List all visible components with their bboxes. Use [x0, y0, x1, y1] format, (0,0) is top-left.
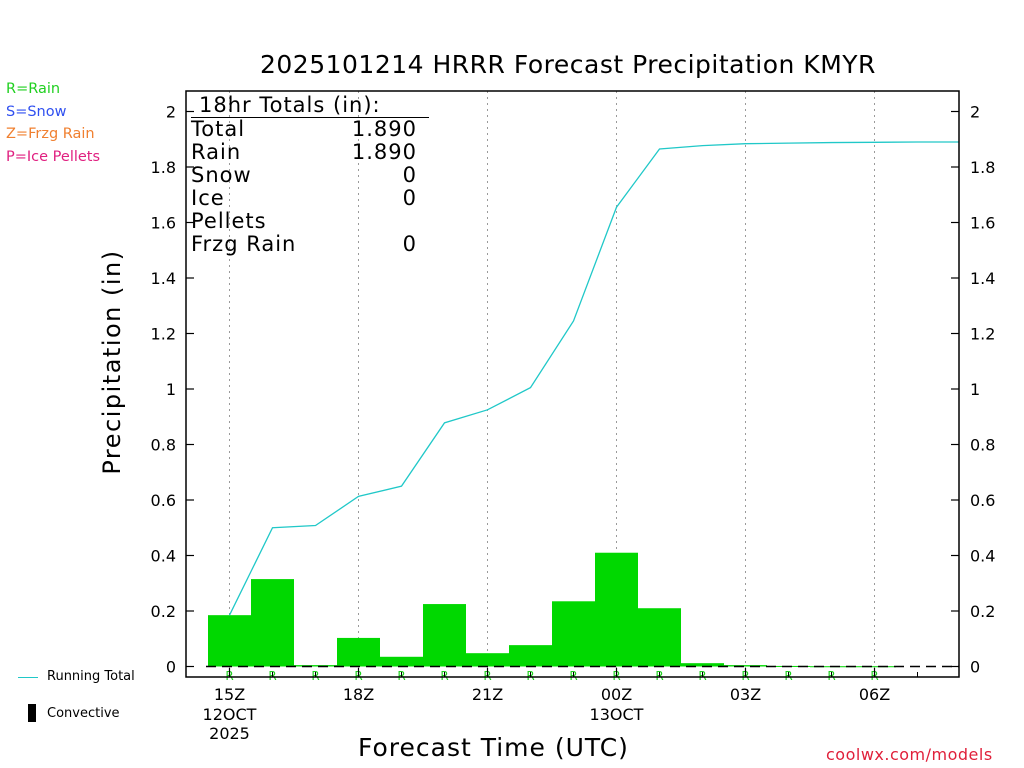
y-tick-label: 0.2 [151, 602, 176, 621]
legend-freezing-rain: Z=Frzg Rain [6, 126, 95, 142]
y-tick-label-right: 0.8 [970, 436, 995, 455]
x-tick-sublabel: 2025 [209, 724, 250, 743]
x-tick-label: 21Z [472, 685, 503, 704]
convective-legend-icon [28, 704, 36, 722]
legend-convective: Convective [47, 706, 120, 721]
y-tick-label-right: 0.2 [970, 602, 995, 621]
y-tick-label-right: 0.6 [970, 491, 995, 510]
site-credit: coolwx.com/models [826, 745, 993, 764]
running-total-line [228, 141, 918, 616]
y-tick-label-right: 1 [970, 380, 980, 399]
bar [681, 663, 724, 667]
running-total-legend-line-icon [18, 677, 38, 678]
totals-label: Ice Pellets [191, 186, 267, 233]
bar [466, 653, 509, 667]
chart-title: 2025101214 HRRR Forecast Precipitation K… [260, 50, 876, 79]
totals-label: Frzg Rain [191, 232, 297, 256]
y-tick-label-right: 1.2 [970, 325, 995, 344]
totals-row-total: Total 1.890 [191, 118, 423, 141]
totals-row-ice-pellets: Ice Pellets 0 [191, 187, 423, 233]
totals-label: Rain [191, 140, 242, 164]
y-tick-label-right: 1.4 [970, 269, 995, 288]
totals-value: 0 [402, 232, 417, 256]
totals-value: 1.890 [351, 140, 417, 164]
legend-rain: R=Rain [6, 81, 61, 97]
totals-row-snow: Snow 0 [191, 164, 423, 187]
bar [423, 604, 466, 667]
x-tick-sublabel: 12OCT [203, 705, 257, 724]
y-tick-label: 1.8 [151, 158, 176, 177]
totals-row-freezing-rain: Frzg Rain 0 [191, 233, 423, 256]
axes: 0 00.2 0.20.4 0.40.6 0.60.8 0.81 11.2 1.21.4 1.4… [151, 90, 995, 743]
precip-type-markers: RRRRRRRRRRRRRRRR [225, 669, 878, 683]
bar [208, 615, 251, 667]
running-total-line-group [228, 141, 959, 616]
x-tick-sublabel: 13OCT [590, 705, 644, 724]
y-tick-label-right: 2 [970, 103, 980, 122]
bar [251, 579, 294, 667]
totals-value: 0 [402, 186, 417, 210]
totals-row-rain: Rain 1.890 [191, 141, 423, 164]
y-tick-label-right: 1.8 [970, 158, 995, 177]
y-tick-label: 1 [166, 380, 176, 399]
y-tick-label-right: 0.4 [970, 547, 995, 566]
hourly-bars [206, 552, 959, 668]
bar [724, 665, 767, 667]
totals-value: 1.890 [351, 117, 417, 141]
y-axis-label: Precipitation (in) [98, 249, 126, 475]
legend-running-total: Running Total [47, 669, 135, 684]
y-tick-label-right: 1.6 [970, 214, 995, 233]
totals-header: 18hr Totals (in): [191, 93, 429, 118]
y-tick-label: 1.4 [151, 269, 176, 288]
y-tick-label: 1.6 [151, 214, 176, 233]
y-tick-label: 0.8 [151, 436, 176, 455]
bar [294, 665, 337, 667]
y-tick-label-right: 0 [970, 658, 980, 677]
totals-label: Total [191, 117, 246, 141]
totals-label: Snow [191, 163, 252, 187]
bar [337, 637, 380, 667]
x-tick-label: 18Z [343, 685, 374, 704]
y-tick-label: 0.4 [151, 547, 176, 566]
bar [509, 645, 552, 667]
x-tick-label: 06Z [859, 685, 890, 704]
totals-box: 18hr Totals (in): Total 1.890 Rain 1.890… [191, 93, 429, 256]
x-tick-label: 00Z [601, 685, 632, 704]
x-tick-label: 03Z [730, 685, 761, 704]
x-axis-label: Forecast Time (UTC) [358, 733, 629, 762]
x-tick-label: 15Z [214, 685, 245, 704]
plot-frame [185, 90, 960, 678]
bar [552, 601, 595, 667]
totals-value: 0 [402, 163, 417, 187]
y-tick-label: 0.6 [151, 491, 176, 510]
y-tick-label: 0 [166, 658, 176, 677]
y-tick-label: 1.2 [151, 325, 176, 344]
grid-lines [229, 91, 875, 677]
bar [595, 552, 638, 667]
bar [853, 666, 896, 668]
y-tick-label: 2 [166, 103, 176, 122]
legend-ice-pellets: P=Ice Pellets [6, 149, 101, 165]
bar [638, 608, 681, 667]
bar [380, 656, 423, 667]
legend-snow: S=Snow [6, 104, 67, 120]
